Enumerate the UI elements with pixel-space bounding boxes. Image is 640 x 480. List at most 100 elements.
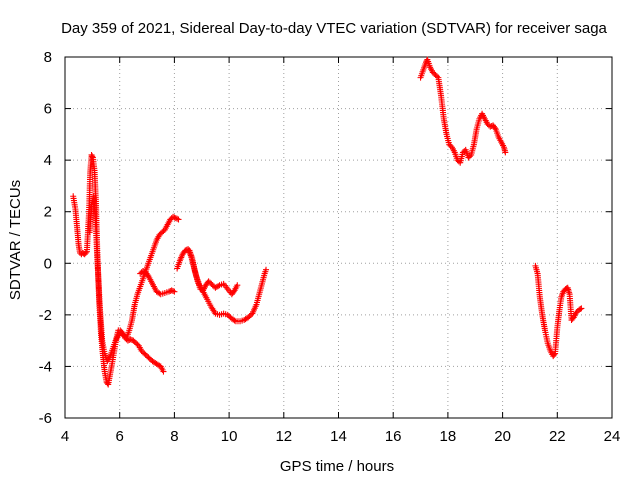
x-tick-label: 16 xyxy=(385,428,402,445)
y-tick-label: 6 xyxy=(44,101,52,118)
data-point-marker xyxy=(88,151,95,158)
data-point-marker xyxy=(156,231,163,238)
data-point-marker xyxy=(141,350,148,357)
data-point-marker xyxy=(170,213,177,220)
data-point-marker xyxy=(230,288,237,295)
data-point-marker xyxy=(263,266,270,273)
data-point-marker xyxy=(137,270,144,277)
y-tick-label: 2 xyxy=(44,204,52,221)
y-tick-label: -2 xyxy=(39,307,52,324)
data-point-marker xyxy=(167,216,174,223)
data-point-marker xyxy=(172,215,179,222)
data-point-marker xyxy=(231,317,238,324)
y-tick-label: 0 xyxy=(44,255,52,272)
data-point-marker xyxy=(159,229,166,236)
data-point-marker xyxy=(578,305,585,312)
x-tick-label: 20 xyxy=(494,428,511,445)
data-point-marker xyxy=(491,124,498,131)
grid-lines xyxy=(65,57,612,418)
x-axis-label: GPS time / hours xyxy=(280,458,394,475)
data-point-marker xyxy=(139,349,146,356)
data-point-marker xyxy=(205,278,212,285)
data-point-marker xyxy=(577,306,584,313)
data-point-marker xyxy=(144,271,151,278)
data-point-marker xyxy=(466,153,473,160)
data-point-marker xyxy=(209,282,216,289)
data-point-marker xyxy=(138,347,145,354)
data-point-marker xyxy=(127,336,134,343)
data-point-marker xyxy=(134,341,141,348)
data-point-marker xyxy=(433,73,440,80)
data-point-marker xyxy=(174,215,181,222)
series-sdtvar-late xyxy=(532,262,585,360)
y-tick-label: 4 xyxy=(44,152,52,169)
data-point-marker xyxy=(215,283,222,290)
x-tick-label: 24 xyxy=(604,428,621,445)
x-tick-label: 4 xyxy=(61,428,69,445)
data-point-marker xyxy=(247,311,254,318)
data-point-marker xyxy=(446,141,453,148)
x-tick-label: 12 xyxy=(275,428,292,445)
x-tick-label: 10 xyxy=(221,428,238,445)
data-point-marker xyxy=(124,337,131,344)
data-point-marker xyxy=(429,69,436,76)
data-point-marker xyxy=(246,313,253,320)
data-point-marker xyxy=(551,351,558,358)
data-point-marker xyxy=(130,337,137,344)
data-point-marker xyxy=(160,228,167,235)
series-sdtvar-early-b xyxy=(86,193,182,365)
data-point-marker xyxy=(175,216,182,223)
data-point-marker xyxy=(171,288,178,295)
data-point-marker xyxy=(120,332,127,339)
data-point-marker xyxy=(168,287,175,294)
data-point-marker xyxy=(459,149,466,156)
data-point-marker xyxy=(431,70,438,77)
series-sdtvar-mid xyxy=(417,56,509,166)
data-series xyxy=(70,56,585,388)
data-point-marker xyxy=(144,353,151,360)
data-point-marker xyxy=(115,332,122,339)
x-tick-label: 8 xyxy=(170,428,178,445)
data-point-marker xyxy=(119,331,126,338)
y-axis-label: SDTVAR / TECUs xyxy=(7,180,24,300)
chart-title: Day 359 of 2021, Sidereal Day-to-day VTE… xyxy=(61,20,607,37)
data-point-marker xyxy=(118,329,125,336)
data-point-marker xyxy=(131,338,138,345)
y-tick-label: 8 xyxy=(44,49,52,66)
data-point-marker xyxy=(245,314,252,321)
data-point-marker xyxy=(145,354,152,361)
data-point-marker xyxy=(133,340,140,347)
data-point-marker xyxy=(484,121,491,128)
data-point-marker xyxy=(224,311,231,318)
data-point-marker xyxy=(206,279,213,286)
data-point-marker xyxy=(573,309,580,316)
x-tick-label: 22 xyxy=(549,428,566,445)
y-tick-label: -4 xyxy=(39,358,52,375)
series-sdtvar-early-c xyxy=(137,268,178,298)
data-point-marker xyxy=(502,149,509,156)
data-point-marker xyxy=(171,214,178,221)
data-point-marker xyxy=(447,142,454,149)
data-point-marker xyxy=(432,72,439,79)
x-tick-label: 6 xyxy=(116,428,124,445)
data-point-marker xyxy=(234,282,241,289)
data-point-marker xyxy=(170,288,177,295)
data-point-marker xyxy=(165,288,172,295)
data-point-marker xyxy=(465,154,472,161)
data-point-marker xyxy=(569,315,576,322)
data-point-marker xyxy=(139,268,146,275)
series-sdtvar-early-e xyxy=(186,247,241,298)
plot-frame xyxy=(64,56,613,419)
x-tick-label: 14 xyxy=(330,428,347,445)
data-point-marker xyxy=(157,230,164,237)
data-point-marker xyxy=(226,313,233,320)
data-point-marker xyxy=(146,355,153,362)
data-point-marker xyxy=(89,153,96,160)
data-point-marker xyxy=(160,368,167,375)
data-point-marker xyxy=(208,280,215,287)
y-tick-label: -6 xyxy=(39,410,52,427)
data-point-marker xyxy=(142,351,149,358)
x-tick-label: 18 xyxy=(440,428,457,445)
